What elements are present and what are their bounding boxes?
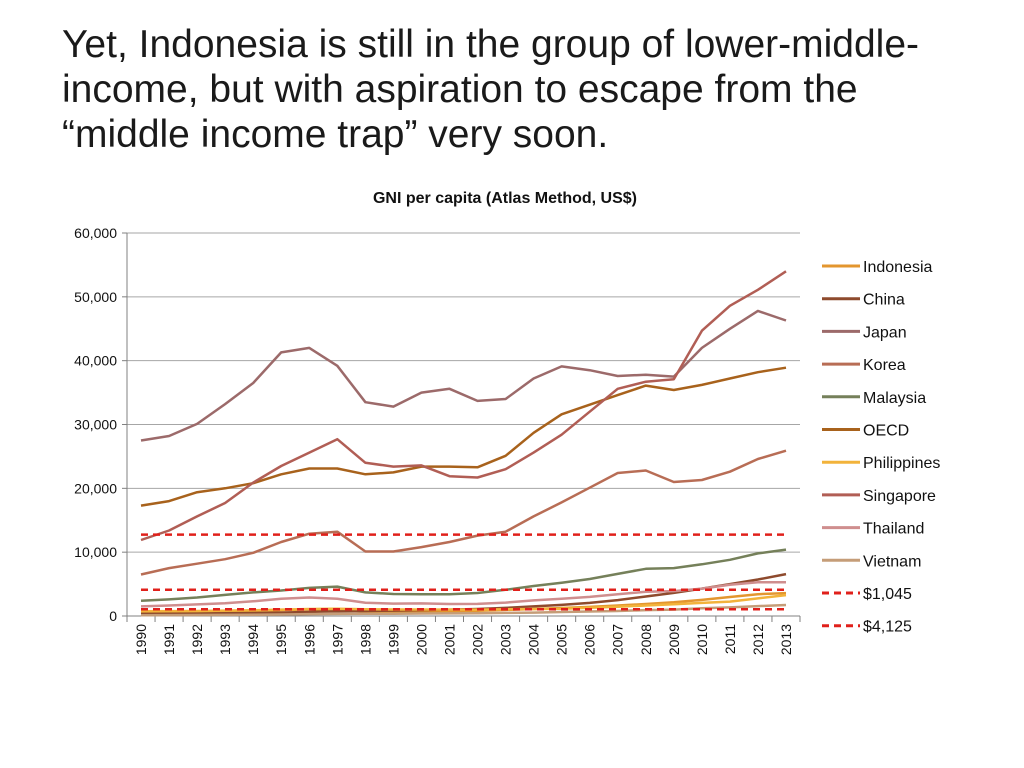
x-tick-label: 2010 bbox=[694, 624, 710, 655]
x-tick-label: 1997 bbox=[329, 624, 345, 655]
series-lines bbox=[140, 270, 787, 617]
series-line bbox=[140, 593, 787, 613]
series-line bbox=[140, 366, 787, 507]
x-tick-label: 2007 bbox=[610, 624, 626, 655]
x-tick-label: 1991 bbox=[161, 624, 177, 655]
series-line bbox=[140, 309, 787, 442]
grid-lines bbox=[127, 232, 800, 553]
x-axis-tick-labels: 1990 1991 1992 1993 1994 1995 1996 1997 1998 1999… bbox=[133, 624, 794, 655]
slide-title: Yet, Indonesia is still in the group of … bbox=[62, 23, 920, 156]
x-tick-label: 1992 bbox=[189, 624, 205, 655]
x-tick-label: 2006 bbox=[582, 624, 598, 655]
x-tick-label: 2002 bbox=[470, 624, 486, 655]
y-axis-tick-labels: 0 10,000 20,000 30,000 40,000 50,000 60,000 bbox=[74, 225, 117, 624]
y-tick-label: 0 bbox=[109, 608, 117, 624]
x-tick-label: 1998 bbox=[357, 624, 373, 655]
legend-label: Korea bbox=[863, 357, 906, 374]
legend-label: $4,125 bbox=[863, 619, 912, 636]
y-tick-label: 30,000 bbox=[74, 417, 117, 433]
x-tick-label: 2004 bbox=[526, 624, 542, 655]
series-line bbox=[140, 449, 787, 576]
x-tick-label: 1999 bbox=[385, 624, 401, 655]
legend-label: Philippines bbox=[863, 455, 940, 472]
y-tick-label: 60,000 bbox=[74, 225, 117, 241]
x-tick-label: 1994 bbox=[245, 624, 261, 655]
x-tick-label: 2000 bbox=[413, 624, 429, 655]
x-tick-label: 2005 bbox=[554, 624, 570, 655]
legend-label: China bbox=[863, 292, 905, 309]
x-tick-label: 1993 bbox=[217, 624, 233, 655]
x-tick-label: 1990 bbox=[133, 624, 149, 655]
legend-label: Malaysia bbox=[863, 390, 926, 407]
x-tick-label: 2003 bbox=[498, 624, 514, 655]
chart-title: GNI per capita (Atlas Method, US$) bbox=[373, 190, 637, 207]
legend-label: Indonesia bbox=[863, 259, 932, 276]
x-tick-label: 2001 bbox=[441, 624, 457, 655]
x-tick-label: 2008 bbox=[638, 624, 654, 655]
series-line bbox=[140, 580, 786, 608]
legend-label: Thailand bbox=[863, 521, 924, 538]
series-line bbox=[140, 270, 787, 542]
legend-label: $1,045 bbox=[863, 586, 912, 603]
x-tick-label: 2009 bbox=[666, 624, 682, 655]
legend-label: Singapore bbox=[863, 488, 936, 505]
legend-label: Japan bbox=[863, 324, 907, 341]
legend-label: Vietnam bbox=[863, 553, 921, 570]
legend-label: OECD bbox=[863, 423, 909, 440]
legend: Indonesia China Japan Korea Malaysia OECD Phil… bbox=[822, 259, 940, 636]
x-tick-label: 1995 bbox=[273, 624, 289, 655]
series-line bbox=[140, 603, 787, 617]
y-tick-label: 40,000 bbox=[74, 353, 117, 369]
x-tick-label: 1996 bbox=[301, 624, 317, 655]
x-tick-label: 2012 bbox=[750, 624, 766, 655]
series-line bbox=[140, 548, 787, 602]
x-tick-label: 2011 bbox=[722, 624, 738, 654]
x-tick-label: 2013 bbox=[778, 624, 794, 655]
y-tick-label: 50,000 bbox=[74, 289, 117, 305]
y-tick-label: 20,000 bbox=[74, 480, 117, 496]
y-tick-label: 10,000 bbox=[74, 544, 117, 560]
